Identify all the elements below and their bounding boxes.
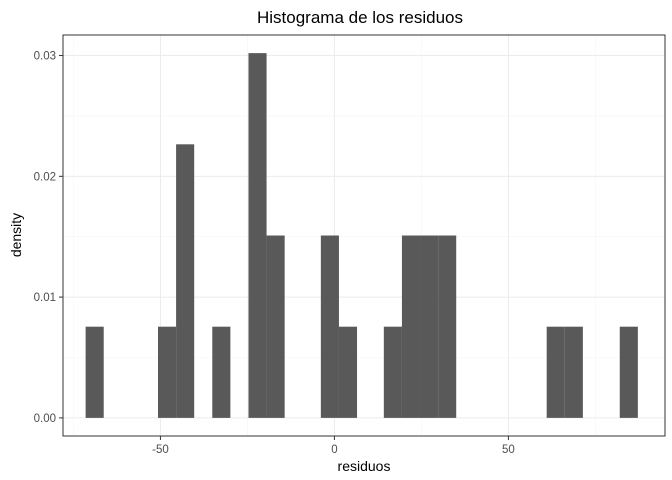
y-axis-label: density — [8, 213, 24, 257]
histogram-bar — [212, 326, 231, 418]
x-tick-label: 0 — [331, 444, 337, 456]
y-tick-label: 0.00 — [34, 413, 56, 425]
histogram-bar — [564, 326, 583, 418]
histogram-bar — [320, 235, 339, 418]
axis-ticks: -50 0 50 0.00 0.01 0.02 0.03 — [34, 51, 515, 456]
grid — [63, 35, 665, 436]
histogram-bar — [248, 53, 267, 418]
histogram-bar — [85, 326, 104, 418]
x-tick-label: -50 — [152, 444, 169, 456]
y-tick-label: 0.02 — [34, 171, 56, 183]
panel-border — [62, 34, 666, 437]
x-tick-label: 50 — [502, 444, 515, 456]
histogram-bar — [619, 326, 638, 418]
histogram-bar — [157, 326, 177, 418]
y-tick-label: 0.03 — [34, 51, 56, 63]
bars — [85, 53, 638, 418]
histogram-bar — [546, 326, 565, 418]
histogram-bar — [401, 235, 421, 418]
histogram-bar — [176, 144, 195, 418]
chart-title: Histograma de los residuos — [257, 8, 463, 27]
histogram-bar — [383, 326, 402, 418]
histogram-bar — [438, 235, 457, 418]
histogram-bar — [338, 326, 358, 418]
histogram-bar — [266, 235, 285, 418]
x-axis-label: residuos — [338, 458, 391, 474]
histogram-bar — [420, 235, 439, 418]
y-tick-label: 0.01 — [34, 292, 56, 304]
